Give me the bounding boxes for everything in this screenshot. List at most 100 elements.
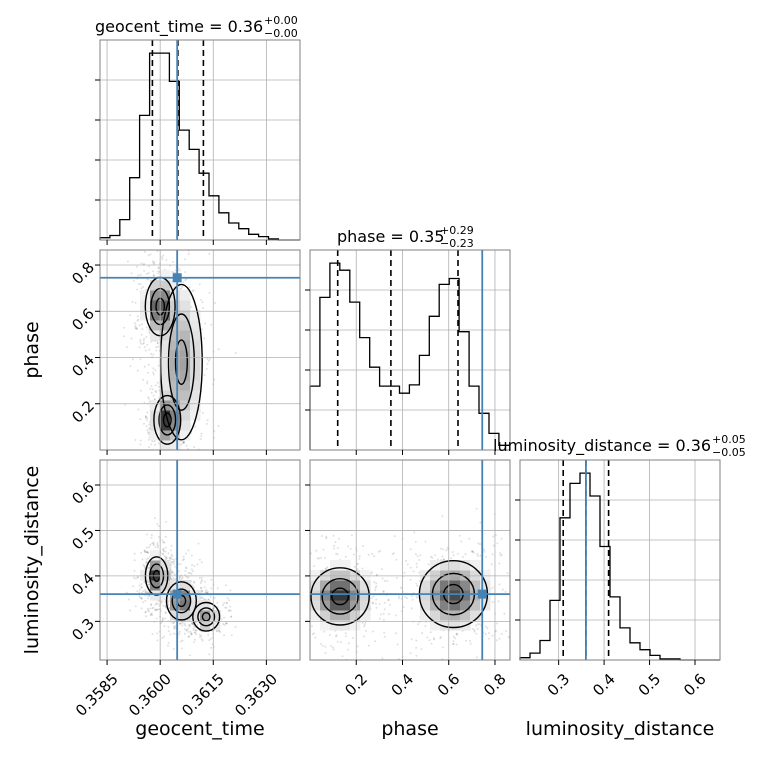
scatter-point xyxy=(301,597,303,599)
density-cell xyxy=(320,590,331,601)
density-cell xyxy=(440,560,451,571)
xlabel-phase: phase xyxy=(381,718,438,740)
scatter-point xyxy=(527,569,529,571)
scatter-point xyxy=(395,558,398,561)
density-cell xyxy=(210,620,221,631)
scatter-point xyxy=(146,607,149,610)
density-cell xyxy=(310,600,321,611)
scatter-point xyxy=(126,260,129,263)
scatter-point xyxy=(134,327,137,330)
density-cell xyxy=(200,610,211,621)
scatter-point xyxy=(123,335,126,338)
density-cell xyxy=(180,410,191,421)
scatter-point xyxy=(149,607,151,610)
scatter-point xyxy=(201,411,204,414)
scatter-point xyxy=(156,523,159,526)
scatter-point xyxy=(346,648,349,651)
scatter-point xyxy=(146,454,148,456)
density-cell xyxy=(450,590,461,601)
density-cell xyxy=(150,290,161,301)
scatter-point xyxy=(367,553,370,556)
scatter-point xyxy=(136,590,139,593)
scatter-point xyxy=(336,547,339,550)
scatter-point xyxy=(150,536,153,539)
density-cell xyxy=(350,590,361,601)
scatter-point xyxy=(169,454,171,456)
scatter-point xyxy=(455,632,458,635)
scatter-point xyxy=(208,292,211,294)
scatter-point xyxy=(134,301,137,304)
scatter-point xyxy=(142,378,144,381)
density-cell xyxy=(180,600,191,611)
density-cell xyxy=(150,280,161,291)
scatter-point xyxy=(187,447,189,450)
scatter-point xyxy=(191,621,194,624)
scatter-point xyxy=(196,563,199,566)
scatter-point xyxy=(138,591,141,594)
scatter-point xyxy=(200,435,203,438)
scatter-point xyxy=(347,545,349,548)
scatter-point xyxy=(500,632,503,635)
scatter-point xyxy=(140,583,143,585)
scatter-point xyxy=(129,609,131,612)
scatter-point xyxy=(378,603,381,606)
density-cell xyxy=(150,420,161,431)
scatter-point xyxy=(234,625,237,628)
scatter-point xyxy=(182,281,185,284)
contour-line xyxy=(321,578,359,615)
scatter-point xyxy=(167,641,170,644)
scatter-point xyxy=(186,576,189,579)
scatter-point xyxy=(491,634,494,637)
scatter-point xyxy=(180,456,182,458)
density-cell xyxy=(150,550,161,561)
scatter-point xyxy=(456,633,459,636)
density-cell xyxy=(310,610,321,621)
scatter-point xyxy=(188,478,190,480)
scatter-point xyxy=(524,612,526,614)
scatter-point xyxy=(210,646,213,649)
density-cell xyxy=(460,570,471,581)
scatter-point xyxy=(195,629,198,632)
scatter-point xyxy=(301,555,303,557)
scatter-point xyxy=(167,603,170,606)
scatter-point xyxy=(335,635,338,638)
scatter-point xyxy=(296,649,298,651)
scatter-point xyxy=(403,571,406,574)
scatter-point xyxy=(382,612,385,615)
density-cell xyxy=(450,600,461,611)
scatter-point xyxy=(170,553,173,556)
scatter-point xyxy=(174,271,177,274)
scatter-point xyxy=(330,645,333,647)
x-tick-label: 0.3600 xyxy=(125,670,175,720)
scatter-point xyxy=(185,444,188,447)
scatter-point xyxy=(487,637,490,640)
scatter-point xyxy=(375,606,378,609)
scatter-point xyxy=(156,487,158,489)
scatter-point xyxy=(378,617,381,620)
scatter-point xyxy=(151,542,154,545)
scatter-point xyxy=(388,603,391,606)
scatter-point xyxy=(312,664,314,666)
scatter-point xyxy=(283,608,285,610)
scatter-point xyxy=(189,654,192,657)
scatter-point xyxy=(146,417,149,419)
scatter-point xyxy=(155,349,158,352)
scatter-point xyxy=(415,582,418,585)
scatter-point xyxy=(144,599,147,602)
scatter-point xyxy=(145,272,148,275)
scatter-point xyxy=(146,429,149,432)
density-cell xyxy=(430,590,441,601)
scatter-point xyxy=(177,453,179,455)
scatter-point xyxy=(224,622,227,625)
scatter-point xyxy=(457,552,459,555)
x-tick-label: 0.5 xyxy=(635,670,665,700)
title-geocent-time: geocent_time = 0.36 xyxy=(95,17,263,37)
scatter-point xyxy=(163,635,166,638)
scatter-point xyxy=(471,550,474,553)
scatter-point xyxy=(501,588,504,591)
scatter-point xyxy=(420,648,423,651)
scatter-point xyxy=(152,544,155,547)
scatter-point xyxy=(164,617,167,620)
scatter-point xyxy=(189,630,192,633)
scatter-point xyxy=(303,633,305,635)
